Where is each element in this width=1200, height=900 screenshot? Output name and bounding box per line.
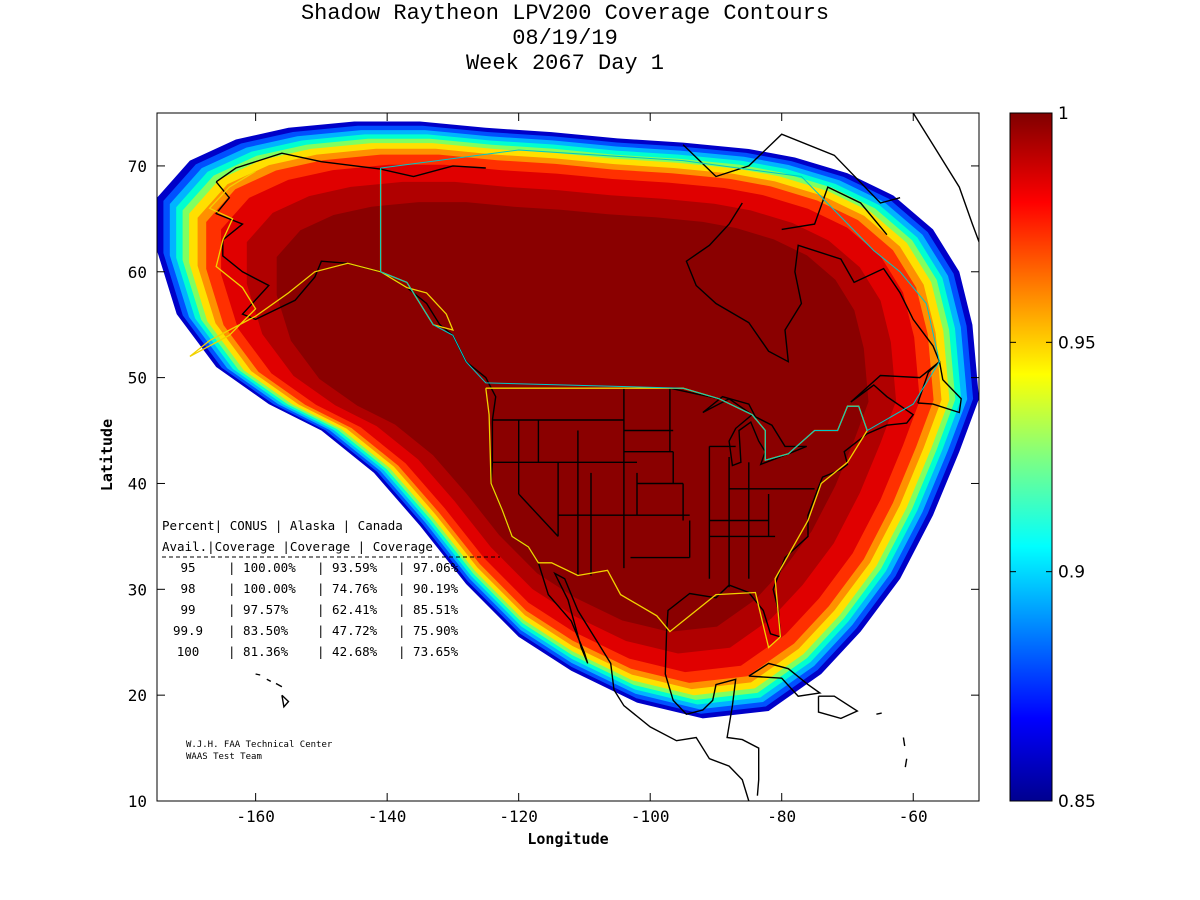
coastline-17 xyxy=(876,712,882,715)
x-axis: -160 -140 -120 -100 -80 -60 xyxy=(236,113,928,826)
coastline-6 xyxy=(817,695,859,720)
coastline-15 xyxy=(902,737,906,747)
colorbar-tick-label: 0.95 xyxy=(1058,333,1096,353)
colorbar-tick-label: 1 xyxy=(1058,104,1069,124)
table-cell-alaska: | 62.41% xyxy=(317,602,378,617)
table-cell-canada: | 90.19% xyxy=(398,581,459,596)
alaska-boundary xyxy=(189,169,455,357)
state-line-18 xyxy=(518,493,559,537)
table-cell-conus: | 83.50% xyxy=(228,623,289,638)
table-cell-canada: | 97.06% xyxy=(398,560,459,575)
table-cell-avail: 98 xyxy=(180,581,195,596)
coastline-10 xyxy=(912,113,979,244)
table-cell-canada: | 75.90% xyxy=(398,623,459,638)
coastline-3 xyxy=(664,631,760,796)
service-boundaries xyxy=(189,149,941,649)
colorbar xyxy=(1009,112,1053,802)
coastline-16 xyxy=(904,758,908,768)
y-tick-label: 30 xyxy=(128,580,147,599)
coverage-table: Percent| CONUS | Alaska | Canada Avail.|… xyxy=(162,518,500,659)
x-tick-label: -140 xyxy=(368,807,407,826)
table-header-1: Percent| CONUS | Alaska | Canada xyxy=(162,518,403,533)
x-tick-label: -120 xyxy=(499,807,538,826)
table-cell-alaska: | 42.68% xyxy=(317,644,378,659)
coastline-0 xyxy=(215,152,486,183)
colorbar-ticks: 1 0.95 0.9 0.85 xyxy=(1010,104,1096,812)
x-tick-label: -100 xyxy=(631,807,670,826)
y-tick-label: 40 xyxy=(128,474,147,493)
y-tick-label: 60 xyxy=(128,263,147,282)
coastline-12 xyxy=(266,678,272,683)
coastline-9 xyxy=(781,186,888,236)
plot-frame xyxy=(156,112,980,802)
coastline-7 xyxy=(702,395,807,467)
colorbar-tick-label: 0.9 xyxy=(1058,563,1085,583)
table-cell-alaska: | 74.76% xyxy=(317,581,378,596)
coastline-14 xyxy=(281,694,290,709)
table-cell-conus: | 81.36% xyxy=(228,644,289,659)
table-cell-alaska: | 47.72% xyxy=(317,623,378,638)
table-cell-avail: 100 xyxy=(177,644,200,659)
coastline-13 xyxy=(275,682,283,688)
contour-band-10 xyxy=(276,202,869,632)
table-header-2: Avail.|Coverage |Coverage | Coverage xyxy=(162,539,433,554)
table-cell-avail: 95 xyxy=(180,560,195,575)
canada-boundary xyxy=(380,149,941,461)
x-tick-label: -160 xyxy=(236,807,275,826)
y-axis-label: Latitude xyxy=(98,419,116,491)
y-tick-label: 50 xyxy=(128,369,147,388)
x-tick-label: -60 xyxy=(899,807,928,826)
table-cell-conus: | 97.57% xyxy=(228,602,289,617)
coastline-5 xyxy=(748,662,822,697)
title-line-3: Week 2067 Day 1 xyxy=(465,51,665,76)
table-cell-canada: | 73.65% xyxy=(398,644,459,659)
table-cell-canada: | 85.51% xyxy=(398,602,459,617)
table-cell-conus: | 100.00% xyxy=(228,581,296,596)
table-cell-avail: 99.9 xyxy=(173,623,203,638)
y-axis: 10 20 30 40 50 60 70 xyxy=(128,157,979,811)
coastline-11 xyxy=(255,673,261,676)
title-line-1: Shadow Raytheon LPV200 Coverage Contours xyxy=(300,1,830,26)
y-tick-label: 70 xyxy=(128,157,147,176)
x-axis-label: Longitude xyxy=(527,830,608,848)
coastline-2 xyxy=(665,202,941,638)
coastline-8 xyxy=(682,133,901,204)
table-cell-alaska: | 93.59% xyxy=(317,560,378,575)
coastline-4 xyxy=(917,360,962,414)
credit-line-1: W.J.H. FAA Technical Center xyxy=(186,740,333,750)
y-tick-label: 20 xyxy=(128,686,147,705)
title-line-2: 08/19/19 xyxy=(512,26,618,51)
x-tick-label: -80 xyxy=(767,807,796,826)
credit-line-2: WAAS Test Team xyxy=(186,752,262,762)
table-cell-avail: 99 xyxy=(180,602,195,617)
y-tick-label: 10 xyxy=(128,792,147,811)
coverage-contours xyxy=(157,121,979,719)
colorbar-tick-label: 0.85 xyxy=(1058,792,1096,812)
table-cell-conus: | 100.00% xyxy=(228,560,296,575)
